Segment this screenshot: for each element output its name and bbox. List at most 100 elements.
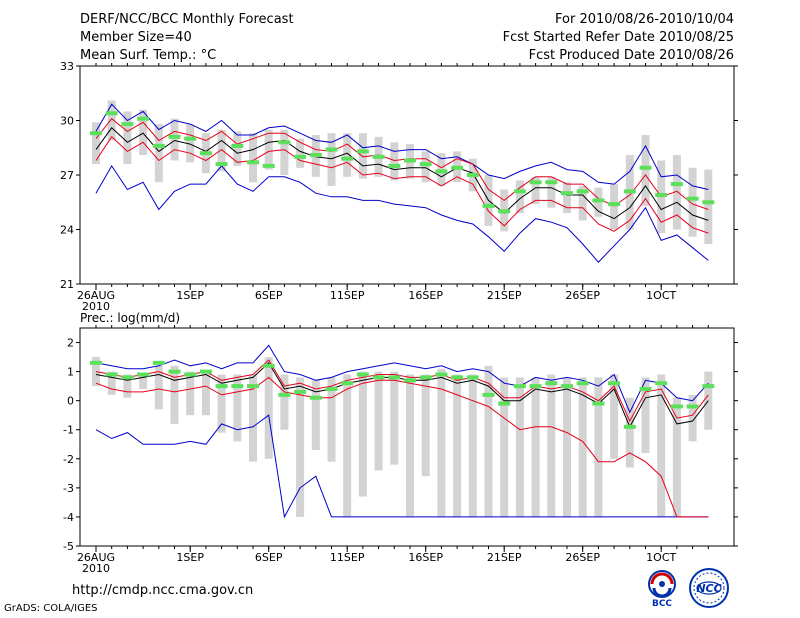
spread-box <box>233 374 242 442</box>
median-marker <box>294 389 307 394</box>
spread-box <box>594 377 603 517</box>
x-tick-label: 21SEP <box>487 289 522 302</box>
median-marker <box>576 381 589 386</box>
y-tick-label: -1 <box>63 424 74 437</box>
x-tick-label: 16SEP <box>408 551 443 564</box>
spread-box <box>374 371 383 471</box>
spread-box <box>154 124 163 183</box>
x-tick-label: 11SEP <box>330 289 365 302</box>
median-marker <box>199 369 212 374</box>
median-marker <box>655 381 668 386</box>
y-tick-label: 27 <box>60 169 74 182</box>
spread-box <box>327 133 336 186</box>
produced-date-label: Fcst Produced Date 2010/08/26 <box>528 48 734 63</box>
median-marker <box>184 372 197 377</box>
y-tick-label: -4 <box>63 511 74 524</box>
series-sd-lower-line <box>95 136 709 234</box>
spread-box <box>358 133 367 179</box>
ncc-logo-icon: NCC <box>689 568 729 608</box>
spread-box <box>578 185 587 221</box>
spread-box <box>515 180 524 214</box>
median-marker <box>435 169 448 174</box>
median-marker <box>561 384 573 389</box>
spread-box <box>139 109 148 156</box>
y-tick-label: 21 <box>60 278 74 291</box>
spread-box <box>610 374 619 459</box>
median-marker <box>341 381 354 386</box>
spread-box <box>264 129 273 170</box>
spread-box <box>453 374 462 517</box>
spread-box <box>500 377 509 517</box>
median-marker <box>623 189 636 194</box>
y-tick-label: 1 <box>67 366 74 379</box>
median-marker <box>498 401 511 406</box>
median-marker <box>90 131 102 136</box>
y-tick-label: -2 <box>63 453 74 466</box>
spread-box <box>264 357 273 459</box>
spread-box <box>672 155 681 230</box>
median-marker <box>639 165 652 170</box>
median-marker <box>498 209 511 214</box>
y-tick-label: -3 <box>63 482 74 495</box>
spread-box <box>296 377 305 517</box>
spread-box <box>515 377 524 517</box>
spread-box <box>249 374 257 462</box>
median-marker <box>482 203 495 208</box>
x-tick-label: 6SEP <box>255 551 283 564</box>
spread-box <box>170 118 179 161</box>
median-marker <box>309 395 322 400</box>
median-marker <box>482 392 495 397</box>
spread-box <box>123 374 132 398</box>
y-tick-label: 33 <box>60 60 74 73</box>
spread-box <box>531 176 540 205</box>
median-marker <box>702 200 715 205</box>
y-tick-label: -5 <box>63 540 74 553</box>
spread-box <box>704 371 713 430</box>
spread-box <box>280 129 289 175</box>
median-marker <box>451 375 464 380</box>
median-marker <box>466 173 479 177</box>
spread-box <box>280 374 289 430</box>
median-marker <box>294 154 307 159</box>
median-marker <box>404 158 416 163</box>
median-marker <box>372 375 385 380</box>
median-marker <box>262 363 275 368</box>
x-tick-label: 6SEP <box>255 289 283 302</box>
x-tick-label: 26SEP <box>565 551 600 564</box>
series-sd-lower-line <box>95 376 709 518</box>
series-mean-line <box>95 362 709 428</box>
series-mean-line <box>95 127 709 221</box>
spread-box <box>688 167 697 237</box>
spread-box <box>327 377 336 462</box>
median-marker <box>325 387 338 392</box>
y-tick-label: 2 <box>67 337 74 350</box>
spread-box <box>311 380 320 451</box>
series-min-line <box>95 164 709 263</box>
spread-box <box>531 377 540 517</box>
forecast-range-label: For 2010/08/26-2010/10/04 <box>555 12 734 27</box>
panel-title: Prec.: log(mm/d) <box>80 311 180 325</box>
median-marker <box>372 154 385 159</box>
y-tick-label: 0 <box>67 395 74 408</box>
y-tick-label: 24 <box>60 224 74 237</box>
median-marker <box>702 384 715 389</box>
variable-label: Mean Surf. Temp.: °C <box>80 48 217 63</box>
median-marker <box>639 387 652 392</box>
median-marker <box>152 360 165 365</box>
median-marker <box>670 404 683 409</box>
median-marker <box>576 189 589 194</box>
spread-box <box>201 371 210 416</box>
median-marker <box>90 360 102 365</box>
median-marker <box>309 153 322 158</box>
median-marker <box>262 163 275 168</box>
spread-box <box>578 377 587 517</box>
median-marker <box>529 180 542 185</box>
x-tick-label: 26AUG <box>77 289 115 302</box>
spread-box <box>484 365 493 517</box>
x-tick-label: 16SEP <box>408 289 443 302</box>
median-marker <box>325 147 338 152</box>
website-url[interactable]: http://cmdp.ncc.cma.gov.cn <box>72 583 254 598</box>
